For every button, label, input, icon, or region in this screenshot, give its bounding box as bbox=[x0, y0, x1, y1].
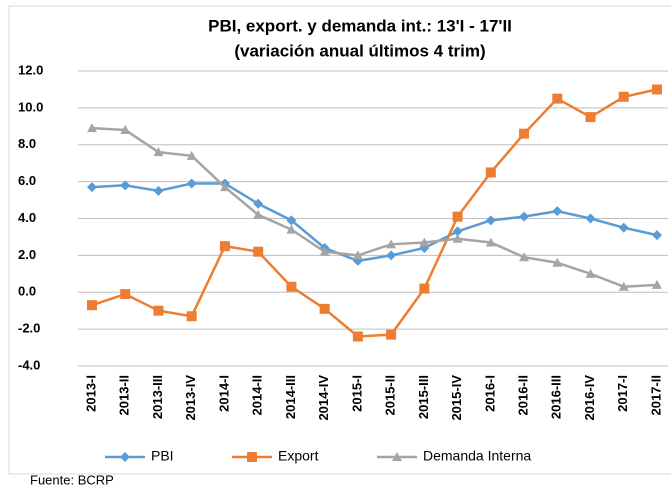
marker bbox=[452, 211, 463, 222]
x-tick-label: 2014-I bbox=[216, 375, 231, 412]
marker bbox=[253, 209, 264, 219]
marker bbox=[219, 182, 230, 192]
x-tick-label: 2013-IV bbox=[183, 375, 198, 421]
marker bbox=[392, 452, 402, 461]
marker bbox=[153, 305, 164, 316]
marker bbox=[120, 125, 131, 134]
x-tick-label: 2014-III bbox=[283, 375, 298, 419]
marker bbox=[485, 215, 496, 226]
marker bbox=[247, 452, 257, 462]
y-tick-label: -2.0 bbox=[18, 321, 40, 336]
chart-subtitle: (variación anual últimos 4 trim) bbox=[234, 41, 485, 60]
marker bbox=[120, 452, 130, 462]
marker bbox=[652, 279, 662, 289]
marker bbox=[120, 180, 131, 191]
marker bbox=[452, 233, 463, 243]
x-tick-label: 2014-II bbox=[250, 375, 265, 415]
y-tick-label: 0.0 bbox=[18, 284, 36, 299]
x-tick-label: 2016-III bbox=[549, 375, 564, 419]
marker bbox=[419, 283, 430, 294]
marker bbox=[87, 182, 97, 193]
x-tick-label: 2013-I bbox=[83, 375, 98, 412]
series-line bbox=[91, 88, 658, 338]
marker bbox=[219, 241, 230, 252]
x-tick-label: 2015-IV bbox=[449, 375, 464, 421]
marker bbox=[519, 128, 530, 139]
marker bbox=[452, 226, 463, 237]
marker bbox=[319, 246, 330, 256]
y-tick-label: -4.0 bbox=[18, 357, 40, 372]
marker bbox=[552, 257, 563, 267]
marker bbox=[618, 222, 629, 233]
marker bbox=[253, 246, 264, 257]
x-tick-label: 2016-II bbox=[515, 375, 530, 415]
marker bbox=[552, 206, 563, 217]
marker bbox=[419, 237, 430, 247]
marker bbox=[585, 268, 596, 278]
marker bbox=[286, 224, 297, 234]
marker bbox=[585, 213, 596, 224]
legend-label: Export bbox=[278, 448, 319, 464]
marker bbox=[286, 281, 297, 292]
marker bbox=[319, 303, 330, 314]
x-tick-label: 2013-II bbox=[117, 375, 132, 415]
marker bbox=[585, 112, 596, 123]
marker bbox=[186, 178, 197, 189]
y-tick-label: 10.0 bbox=[18, 99, 43, 114]
marker bbox=[618, 281, 629, 291]
marker bbox=[618, 91, 629, 102]
legend-label: PBI bbox=[151, 448, 174, 464]
x-tick-label: 2016-I bbox=[482, 375, 497, 412]
y-tick-label: 12.0 bbox=[18, 62, 43, 77]
marker bbox=[386, 239, 397, 249]
x-tick-label: 2015-III bbox=[416, 375, 431, 419]
y-tick-label: 4.0 bbox=[18, 210, 36, 225]
marker bbox=[485, 167, 496, 178]
marker bbox=[186, 150, 197, 160]
x-tick-label: 2017-II bbox=[648, 375, 663, 415]
y-tick-label: 6.0 bbox=[18, 173, 36, 188]
legend-label: Demanda Interna bbox=[423, 448, 531, 464]
marker bbox=[386, 329, 397, 340]
marker bbox=[552, 93, 563, 104]
marker bbox=[652, 230, 662, 241]
marker bbox=[519, 252, 530, 262]
marker bbox=[87, 300, 97, 311]
marker bbox=[153, 185, 164, 196]
marker bbox=[286, 215, 297, 226]
source: Fuente: BCRP bbox=[30, 472, 114, 487]
chart-frame bbox=[8, 5, 671, 475]
marker bbox=[485, 237, 496, 247]
marker bbox=[87, 123, 97, 133]
x-tick-label: 2015-I bbox=[349, 375, 364, 412]
marker bbox=[153, 147, 164, 157]
x-tick-label: 2016-IV bbox=[582, 375, 597, 421]
marker bbox=[519, 211, 530, 222]
y-tick-label: 8.0 bbox=[18, 136, 36, 151]
marker bbox=[120, 289, 131, 300]
marker bbox=[386, 250, 397, 261]
marker bbox=[352, 250, 363, 260]
x-tick-label: 2013-III bbox=[150, 375, 165, 419]
series-line bbox=[91, 182, 658, 263]
y-tick-label: 2.0 bbox=[18, 247, 36, 262]
chart-title: PBI, export. y demanda int.: 13'I - 17'I… bbox=[208, 16, 512, 35]
marker bbox=[352, 331, 363, 342]
marker bbox=[652, 84, 662, 95]
x-tick-label: 2017-I bbox=[615, 375, 630, 412]
x-tick-label: 2014-IV bbox=[316, 375, 331, 421]
series-line bbox=[91, 126, 658, 288]
x-tick-label: 2015-II bbox=[383, 375, 398, 415]
marker bbox=[253, 198, 264, 209]
marker bbox=[186, 311, 197, 322]
